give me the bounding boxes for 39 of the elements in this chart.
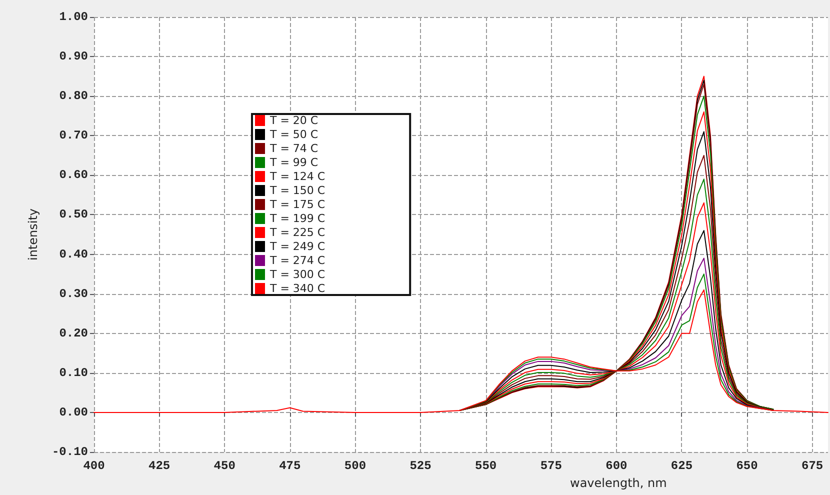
x-tick-label: 525 <box>410 459 432 473</box>
y-tick-label: 1.00 <box>59 10 88 24</box>
x-tick-label: 425 <box>148 459 170 473</box>
y-tick-label: 0.90 <box>59 50 88 64</box>
x-tick-label: 500 <box>344 459 366 473</box>
x-tick-label: 675 <box>802 459 824 473</box>
legend-label: T = 175 C <box>269 198 326 211</box>
legend-label: T = 20 C <box>269 114 318 127</box>
y-tick-label: 0.50 <box>59 208 88 222</box>
legend-label: T = 300 C <box>269 268 326 281</box>
legend-label: T = 340 C <box>269 282 326 295</box>
x-tick-label: 600 <box>606 459 628 473</box>
y-tick-label: 0.60 <box>59 168 88 182</box>
y-tick-label: 0.70 <box>59 128 88 143</box>
legend-label: T = 150 C <box>269 184 326 197</box>
x-tick-label: 475 <box>279 459 301 473</box>
legend-label: T = 225 C <box>269 226 326 239</box>
legend-label: T = 99 C <box>269 156 318 169</box>
y-axis-title: intensity <box>26 208 40 261</box>
legend-label: T = 50 C <box>269 128 318 141</box>
y-tick-label: 0.10 <box>59 366 88 380</box>
y-tick-label: 0.80 <box>59 89 88 104</box>
x-axis-title: wavelength, nm <box>570 476 667 490</box>
x-tick-label: 400 <box>83 459 105 473</box>
legend-label: T = 74 C <box>269 142 318 155</box>
x-tick-label: 550 <box>475 459 497 473</box>
legend-label: T = 249 C <box>269 240 326 253</box>
legend-label: T = 274 C <box>269 254 326 267</box>
y-tick-label: -0.10 <box>52 445 88 459</box>
x-tick-label: 450 <box>214 459 236 473</box>
x-tick-label: 625 <box>670 459 693 473</box>
legend-label: T = 199 C <box>269 212 326 225</box>
x-tick-label: 575 <box>540 459 562 473</box>
y-tick-label: 0.20 <box>59 326 88 340</box>
y-tick-label: 0.00 <box>59 405 88 420</box>
x-tick-label: 650 <box>736 459 758 473</box>
y-tick-label: 0.40 <box>59 247 88 262</box>
y-tick-label: 0.30 <box>59 286 88 301</box>
legend-label: T = 124 C <box>269 170 326 183</box>
